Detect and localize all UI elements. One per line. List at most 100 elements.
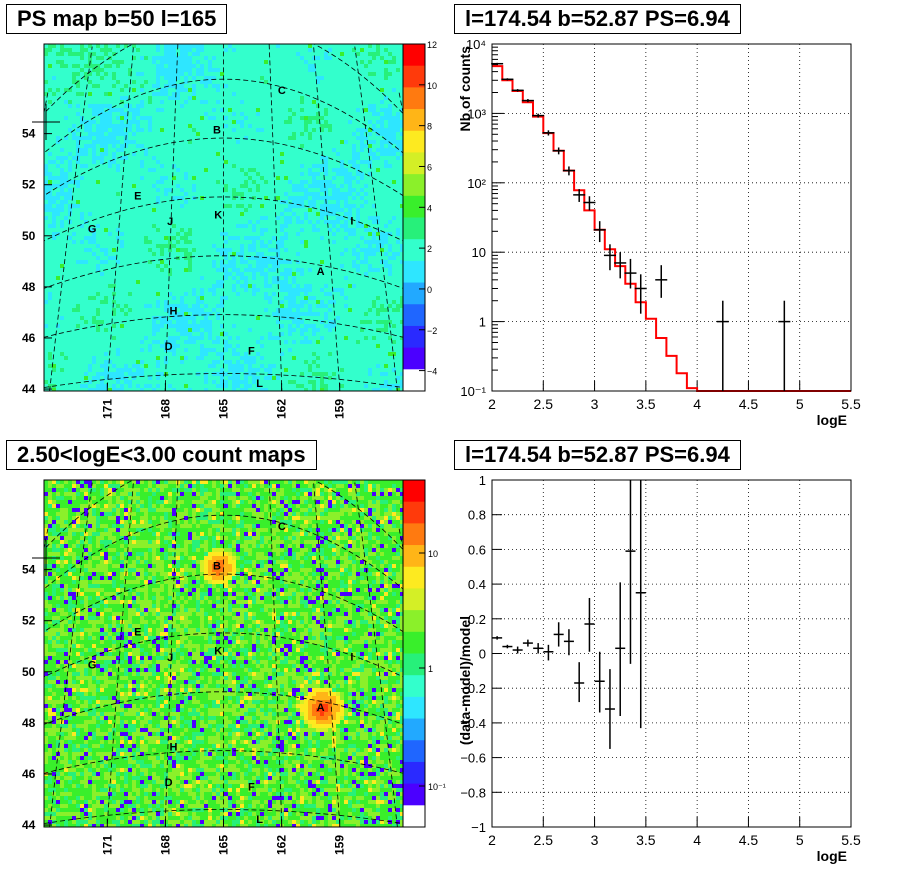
residual-title: l=174.54 b=52.87 PS=6.94 (454, 440, 741, 470)
count_map-colorbar-bin (403, 696, 425, 720)
residual-ytick-label: 0.8 (468, 508, 486, 523)
ps_map-colorbar-frame (402, 43, 426, 392)
ps_map-xtick-label: 159 (333, 399, 347, 419)
residual-ytick-label: 0.4 (468, 577, 486, 592)
ps_map-colorbar-bin (403, 65, 425, 88)
count_map-colorbar-frame (402, 479, 426, 828)
count_map-source-label-h: H (169, 742, 177, 754)
spectrum-xlabel: logE (817, 412, 847, 428)
residual-ylabel: (data-model)/model (457, 616, 473, 745)
spectrum-ylabel: Nb of counts (457, 46, 473, 132)
ps_map-colorbar-bin (403, 239, 425, 262)
ps_map-graticule-b (44, 44, 403, 114)
count-map-ztick-label: 1 (428, 664, 433, 674)
count_map-source-label-i: I (350, 651, 353, 663)
count_map-graticule-l (313, 480, 341, 827)
ps_map-ytick-label: 52 (22, 178, 36, 192)
residual-xlabel: logE (817, 848, 847, 864)
residual-xtick-label: 2 (488, 832, 496, 848)
count_map-source-label-b: B (213, 560, 221, 572)
ps_map-colorbar-bin (403, 87, 425, 110)
count_map-graticule-l (49, 482, 93, 827)
ps_map-xtick-label: 162 (275, 399, 289, 419)
ps-map-ztick-label: −2 (427, 326, 437, 336)
count_map-xtick-label: 171 (100, 835, 114, 855)
count_map-colorbar-bin (403, 783, 425, 806)
spectrum-xtick-label: 2.5 (534, 396, 554, 412)
count_map-colorbar-bin (403, 740, 425, 763)
residual-xtick-label: 5.5 (841, 832, 861, 848)
count_map-xtick-label: 165 (217, 835, 231, 855)
count_map-source-label-a: A (317, 702, 325, 714)
ps_map-graticule-l (354, 46, 398, 391)
count_map-source-label-k: K (214, 646, 222, 658)
ps-map-ztick-label: 4 (427, 203, 432, 213)
ps_map-source-label-k: K (214, 210, 222, 222)
ps_map-source-label-i: I (350, 215, 353, 227)
count_map-pixels (44, 480, 403, 827)
count_map-source-label-e: E (134, 627, 141, 639)
ps_map-pixels (44, 44, 403, 391)
ps-map-ztick-label: 6 (427, 162, 432, 172)
residual-ytick-label: 0.2 (468, 612, 486, 627)
ps_map-colorbar-bin (403, 304, 425, 327)
residual-ytick-label: −0.2 (460, 681, 486, 696)
residual-ytick-label: 0.6 (468, 542, 486, 557)
residual-xtick-label: 4 (693, 832, 701, 848)
count_map-colorbar-bin (403, 675, 425, 698)
residual-ytick-label: 0 (479, 647, 486, 662)
ps_map-colorbar-bin (403, 152, 425, 175)
ps_map-ytick-label: 54 (22, 127, 36, 141)
count_map-colorbar-bin (403, 761, 425, 785)
spectrum-xtick-label: 5 (796, 396, 804, 412)
ps_map-colorbar-bin (403, 195, 425, 218)
ps_map-ytick-label: 50 (22, 229, 36, 243)
count_map-colorbar-bin (403, 523, 425, 546)
ps_map-colorbar-bin (403, 109, 425, 132)
ps-map-title: PS map b=50 l=165 (6, 4, 228, 34)
ps_map-colorbar-bin (403, 325, 425, 349)
ps_map-source-label-c: C (278, 85, 286, 97)
spectrum-model-line (492, 65, 851, 392)
ps_map-source-label-f: F (248, 345, 255, 357)
count-map-ztick-label: 10⁻¹ (428, 782, 446, 792)
ps_map-colorbar-bin (403, 260, 425, 284)
count_map-colorbar-bin (403, 718, 425, 741)
residual-ytick-label: −1 (471, 820, 486, 835)
count_map-colorbar-bin (403, 805, 425, 828)
count_map-source-label-d: D (165, 777, 173, 789)
ps_map-ytick-label: 44 (22, 382, 36, 396)
count_map-colorbar-bin (403, 631, 425, 654)
spectrum-ytick-label: 10⁻¹ (460, 384, 486, 399)
ps-map-ztick-label: 0 (427, 285, 432, 295)
spectrum-xtick-label: 5.5 (841, 396, 861, 412)
ps-map-ztick-label: 12 (427, 40, 437, 50)
ps_map-graticule-l (164, 44, 179, 391)
residual-ytick-label: −0.6 (460, 751, 486, 766)
ps-map-ztick-label: 10 (427, 81, 437, 91)
count_map-graticule-l (106, 480, 134, 827)
ps_map-graticule-l (313, 44, 341, 391)
count_map-xtick-label: 159 (333, 835, 347, 855)
count_map-xtick-label: 162 (275, 835, 289, 855)
ps-map-ztick-label: −4 (427, 367, 437, 377)
spectrum-xtick-label: 3.5 (636, 396, 656, 412)
count_map-graticule-l (164, 480, 179, 827)
count_map-graticule-l (354, 482, 398, 827)
spectrum-ytick-label: 10⁴ (466, 37, 486, 52)
count_map-graticule-b (44, 480, 403, 550)
ps_map-source-label-g: G (88, 223, 97, 235)
ps_map-graticule-b (44, 137, 403, 197)
count_map-map-group (44, 480, 403, 827)
spectrum-ytick-label: 1 (479, 315, 486, 330)
ps_map-map-group (44, 44, 403, 391)
count_map-source-label-f: F (248, 781, 255, 793)
ps_map-source-label-d: D (165, 341, 173, 353)
ps_map-source-label-b: B (213, 124, 221, 136)
ps_map-xtick-label: 171 (100, 399, 114, 419)
count_map-colorbar-bin (403, 588, 425, 611)
ps_map-colorbar-bin (403, 130, 425, 153)
ps-map-ztick-label: 2 (427, 244, 432, 254)
spectrum-ytick-label: 10² (467, 176, 486, 191)
ps_map-source-label-j: J (167, 216, 173, 228)
